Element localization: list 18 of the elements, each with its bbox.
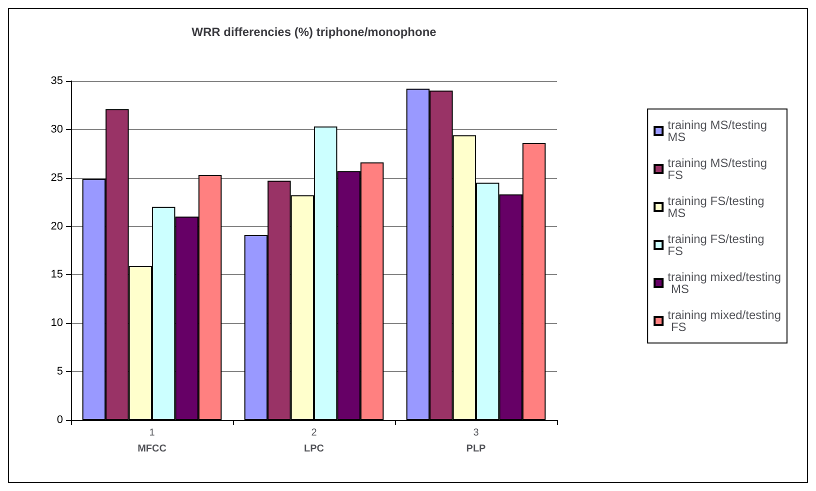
y-tick-label: 0	[56, 414, 63, 426]
legend-label: training mixed/testing MS	[668, 270, 781, 296]
x-tick-label: 3 PLP	[466, 428, 486, 454]
x-tick-label: 2 LPC	[304, 428, 324, 454]
legend-label: training MS/testing MS	[668, 118, 770, 144]
y-tick-label: 25	[50, 172, 63, 184]
legend-label: training FS/testing MS	[668, 194, 768, 220]
y-tick-label: 15	[50, 268, 63, 281]
legend-label: training mixed/testing FS	[668, 308, 781, 334]
legend-label: training MS/testing FS	[668, 156, 770, 182]
y-tick-label: 20	[50, 220, 63, 232]
y-tick-label: 5	[56, 366, 63, 378]
y-tick-label: 30	[50, 123, 63, 136]
y-tick-label: 10	[50, 317, 63, 330]
y-tick-label: 35	[50, 75, 63, 87]
x-tick-label: 1 MFCC	[138, 428, 166, 454]
chart-title: WRR differencies (%) triphone/monophone	[192, 25, 437, 39]
legend-label: training FS/testing FS	[668, 232, 768, 258]
